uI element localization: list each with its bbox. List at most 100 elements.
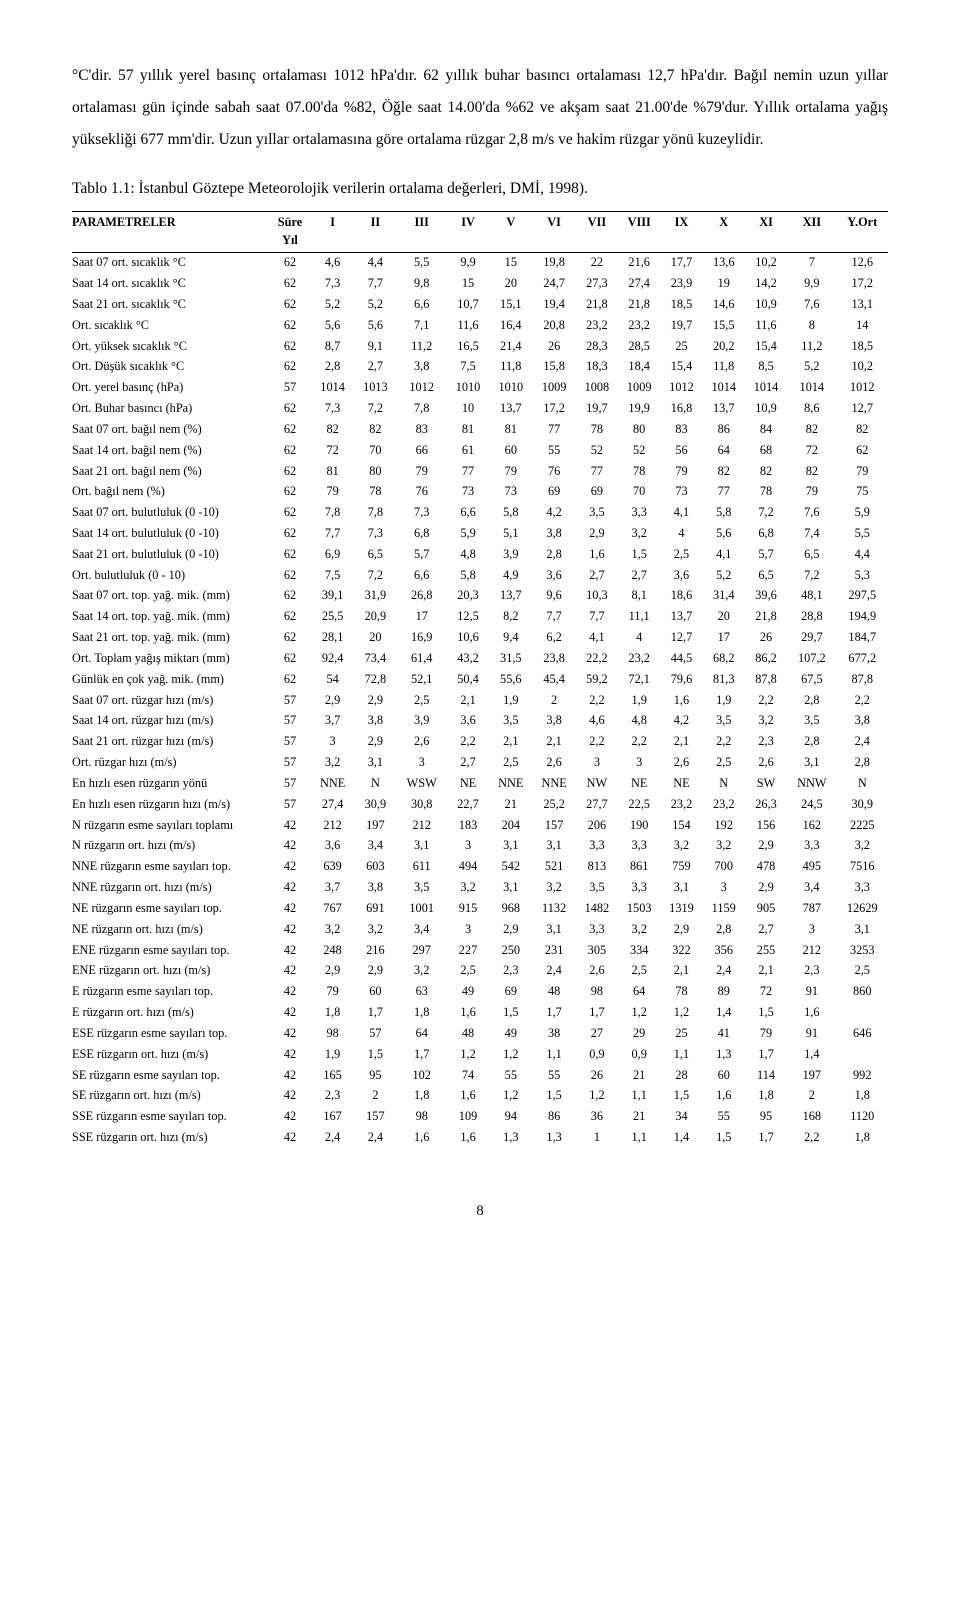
value-cell: 3,3 (787, 836, 836, 857)
value-cell: 1,4 (660, 1128, 702, 1149)
value-cell: 98 (397, 1107, 447, 1128)
value-cell: 2,4 (311, 1128, 354, 1149)
value-cell: 212 (397, 815, 447, 836)
value-cell: 20 (354, 628, 396, 649)
parameter-cell: Saat 14 ort. bağıl nem (%) (72, 440, 269, 461)
value-cell: 17 (703, 628, 745, 649)
value-cell: 23,2 (703, 794, 745, 815)
value-cell: 1,2 (447, 1044, 489, 1065)
parameter-cell: Saat 14 ort. rüzgar hızı (m/s) (72, 711, 269, 732)
value-cell: 11,2 (397, 336, 447, 357)
value-cell: 13,7 (660, 607, 702, 628)
value-cell: 94 (489, 1107, 532, 1128)
value-cell: 3,1 (489, 836, 532, 857)
value-cell: 10,9 (745, 399, 787, 420)
value-cell: 25 (660, 336, 702, 357)
table-row: Saat 21 ort. top. yağ. mik. (mm)6228,120… (72, 628, 888, 649)
value-cell: 2,6 (532, 753, 575, 774)
value-cell: 95 (354, 1065, 396, 1086)
value-cell: 1,2 (618, 1003, 660, 1024)
value-cell: 3,5 (576, 878, 618, 899)
value-cell: NE (618, 773, 660, 794)
value-cell: 1,1 (532, 1044, 575, 1065)
value-cell: 17,2 (532, 399, 575, 420)
value-cell: 28 (660, 1065, 702, 1086)
value-cell: 184,7 (837, 628, 888, 649)
value-cell: 57 (269, 773, 311, 794)
value-cell: 60 (703, 1065, 745, 1086)
value-cell: 102 (397, 1065, 447, 1086)
value-cell: 21,8 (576, 294, 618, 315)
value-cell: 861 (618, 857, 660, 878)
value-cell: 11,6 (447, 315, 489, 336)
value-cell: 1,2 (489, 1044, 532, 1065)
value-cell: 61 (447, 440, 489, 461)
value-cell: 10,9 (745, 294, 787, 315)
value-cell: 5,7 (397, 544, 447, 565)
parameter-cell: Ort. yerel basınç (hPa) (72, 378, 269, 399)
value-cell: 70 (354, 440, 396, 461)
value-cell: 27 (576, 1023, 618, 1044)
value-cell: 2,3 (311, 1086, 354, 1107)
value-cell: 62 (269, 628, 311, 649)
parameter-cell: E rüzgarın esme sayıları top. (72, 982, 269, 1003)
value-cell: 4,6 (311, 252, 354, 273)
column-header: X (703, 212, 745, 253)
value-cell: 356 (703, 940, 745, 961)
value-cell: 107,2 (787, 648, 836, 669)
value-cell: 11,6 (745, 315, 787, 336)
value-cell: 5,7 (745, 544, 787, 565)
value-cell: 61,4 (397, 648, 447, 669)
value-cell: 19,4 (532, 294, 575, 315)
value-cell: 2,5 (489, 753, 532, 774)
value-cell: 1482 (576, 898, 618, 919)
value-cell: 165 (311, 1065, 354, 1086)
value-cell: NNW (787, 773, 836, 794)
value-cell: 64 (397, 1023, 447, 1044)
parameter-cell: Saat 07 ort. sıcaklık °C (72, 252, 269, 273)
value-cell: 3,1 (660, 878, 702, 899)
value-cell: 3,2 (618, 919, 660, 940)
value-cell: 2,2 (703, 732, 745, 753)
value-cell: 5,2 (703, 565, 745, 586)
value-cell: 1,7 (745, 1128, 787, 1149)
value-cell: 334 (618, 940, 660, 961)
value-cell: 62 (269, 274, 311, 295)
value-cell: 82 (703, 461, 745, 482)
value-cell: 2,3 (787, 961, 836, 982)
value-cell: 52 (618, 440, 660, 461)
value-cell: 91 (787, 1023, 836, 1044)
table-row: Saat 07 ort. bağıl nem (%)62828283818177… (72, 419, 888, 440)
value-cell: 83 (660, 419, 702, 440)
value-cell: 4,2 (532, 503, 575, 524)
value-cell: 39,1 (311, 586, 354, 607)
parameter-cell: Saat 14 ort. top. yağ. mik. (mm) (72, 607, 269, 628)
value-cell: 57 (354, 1023, 396, 1044)
value-cell: 2,5 (703, 753, 745, 774)
value-cell: 62 (837, 440, 888, 461)
value-cell: 156 (745, 815, 787, 836)
column-header: XI (745, 212, 787, 253)
value-cell: 4,8 (618, 711, 660, 732)
value-cell: 60 (354, 982, 396, 1003)
value-cell: 2 (532, 690, 575, 711)
value-cell: 1,6 (703, 1086, 745, 1107)
value-cell: 26,8 (397, 586, 447, 607)
value-cell: 3,4 (787, 878, 836, 899)
column-header: II (354, 212, 396, 253)
value-cell: 39,6 (745, 586, 787, 607)
value-cell: 16,8 (660, 399, 702, 420)
value-cell: 2,2 (837, 690, 888, 711)
table-row: N rüzgarın ort. hızı (m/s)423,63,43,133,… (72, 836, 888, 857)
table-row: Saat 21 ort. rüzgar hızı (m/s)5732,92,62… (72, 732, 888, 753)
value-cell: 7,6 (787, 503, 836, 524)
value-cell: 5,9 (837, 503, 888, 524)
value-cell: 2,6 (660, 753, 702, 774)
value-cell: 204 (489, 815, 532, 836)
value-cell: 860 (837, 982, 888, 1003)
value-cell: 305 (576, 940, 618, 961)
column-header: IX (660, 212, 702, 253)
value-cell: 21,6 (618, 252, 660, 273)
value-cell: 813 (576, 857, 618, 878)
value-cell: 83 (397, 419, 447, 440)
